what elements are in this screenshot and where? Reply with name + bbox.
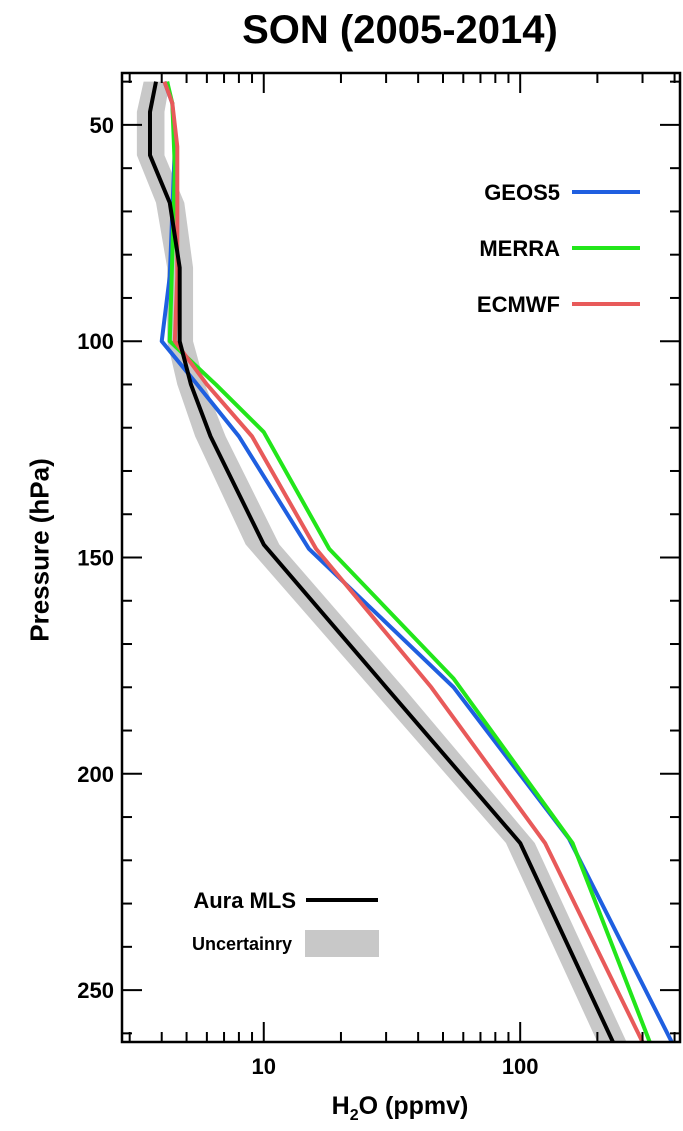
plot-area xyxy=(136,80,674,1042)
y-tick-label: 150 xyxy=(77,546,114,571)
x-axis-label-rest: O (ppmv) xyxy=(358,1092,469,1120)
legend-label-merra: MERRA xyxy=(479,236,560,261)
series-line-ecmwf xyxy=(162,80,645,1042)
x-tick-label: 100 xyxy=(502,1054,539,1079)
x-axis-label-subscript: 2 xyxy=(349,1107,359,1124)
x-axis-label: H2O (ppmv) xyxy=(120,1092,680,1125)
y-tick-label: 50 xyxy=(90,113,114,138)
chart-title: SON (2005-2014) xyxy=(242,8,558,52)
legend-label-geos5: GEOS5 xyxy=(484,180,560,205)
series-line-aura-mls xyxy=(147,81,615,1042)
x-axis-label-main: H xyxy=(331,1092,350,1120)
y-tick-label: 200 xyxy=(77,762,114,787)
y-tick-label: 100 xyxy=(77,329,114,354)
legend-label-uncertainty: Uncertainry xyxy=(192,934,292,954)
series-line-merra xyxy=(165,81,652,1042)
y-tick-label: 250 xyxy=(77,978,114,1003)
legend-label-aura-mls: Aura MLS xyxy=(193,888,296,913)
x-tick-label: 10 xyxy=(252,1054,276,1079)
legend-swatch-uncertainty xyxy=(305,930,379,957)
uncertainty-band xyxy=(136,81,627,1042)
legend-label-ecmwf: ECMWF xyxy=(477,292,560,317)
